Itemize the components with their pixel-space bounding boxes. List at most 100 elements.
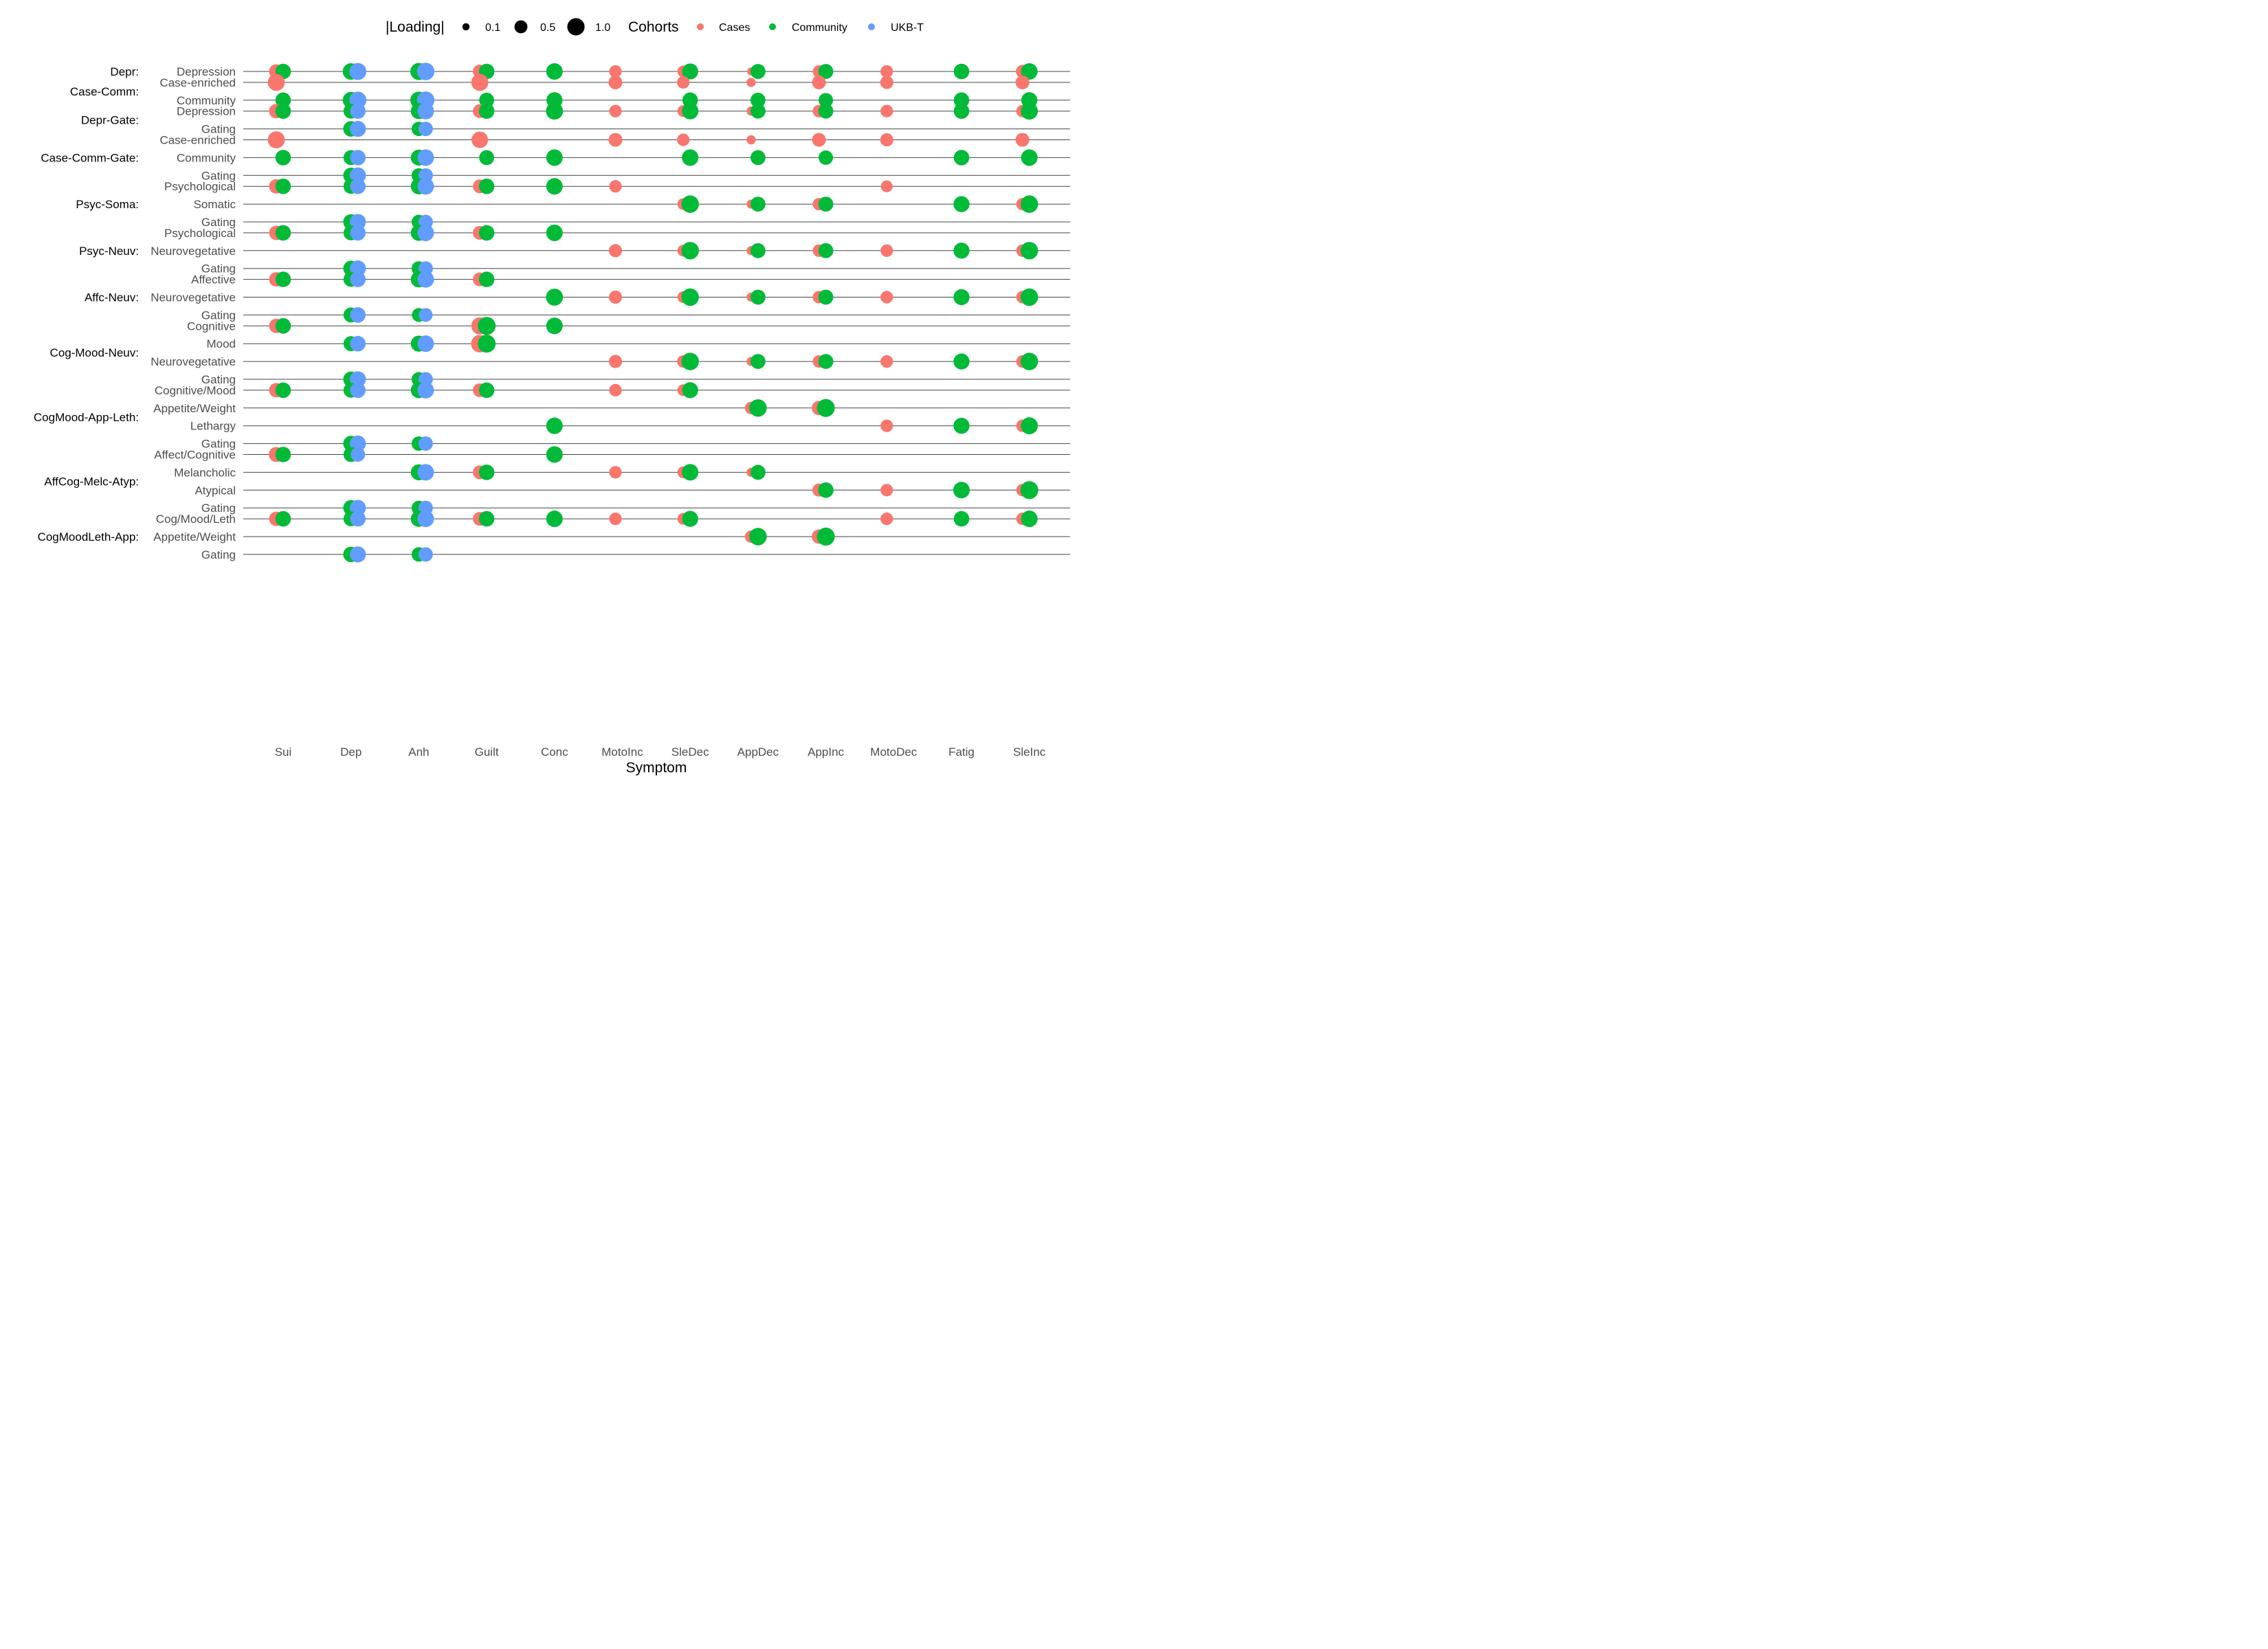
loading-dot [478,225,495,241]
legend-cohort-label: Community [792,22,847,34]
loading-dot [751,150,766,166]
loading-dot [682,382,698,399]
loading-dot [751,197,766,212]
loading-dot [478,178,495,194]
loading-dot [880,484,893,497]
loading-dot [953,150,970,166]
loading-dot [417,511,434,528]
factor-label: Affective [191,273,236,287]
factor-label: Community [177,151,236,164]
loading-dot [953,196,970,212]
factor-label: Cog/Mood/Leth [156,513,236,526]
loading-dot [546,417,563,434]
loading-dot [478,335,496,353]
loading-dot [746,135,756,145]
x-axis-title: Symptom [626,760,687,776]
legend-cohort-label: Cases [719,22,750,34]
model-label: Case-Comm-Gate: [41,151,139,164]
loading-dot [681,195,699,213]
loading-dot [751,64,766,79]
factor-label: Psychological [164,180,236,193]
loading-dot [608,133,623,147]
loading-dot [880,291,893,304]
loading-dot [546,63,563,80]
legend-cohort-dot [868,23,875,30]
loading-dot [275,382,291,399]
loading-dot [677,76,690,89]
legend-size-dot [567,18,585,36]
factor-label: Somatic [194,198,236,211]
loading-dot [350,546,366,563]
loading-dot [1020,288,1038,306]
factor-label: Gating [201,262,236,276]
loading-dot [751,289,766,305]
loading-dot [681,288,699,306]
x-tick-label: AppInc [808,745,844,759]
loading-dot [275,103,291,119]
loading-dot [609,104,622,117]
loading-dot [546,102,564,120]
loading-dot [417,149,434,166]
loading-dot [880,104,893,117]
loading-dot [608,244,623,258]
factor-label: Atypical [194,484,236,497]
loading-dot [350,271,366,287]
loading-dot [953,482,970,499]
loading-dot [350,335,366,352]
loading-dot [1021,102,1038,120]
loading-dot [479,150,494,166]
loading-dot [751,354,766,369]
loading-dot [275,178,291,194]
factor-label: Neurovegetative [151,291,236,304]
legend-size-dot [462,23,470,31]
loading-dot [953,289,970,306]
loading-dot [1020,195,1038,213]
factor-label: Case-enriched [159,76,236,89]
loading-dot [880,65,893,78]
loading-dot [418,436,433,451]
loading-dot [816,527,835,546]
loading-dot [953,418,970,434]
factor-label: Gating [201,216,236,229]
loading-dot [350,382,366,399]
x-tick-label: Fatig [948,745,975,759]
model-label: CogMoodLeth-App: [38,530,139,543]
factor-label: Melancholic [174,466,236,479]
legend-size-label: 0.5 [540,22,555,34]
loading-dot [608,75,623,89]
loading-dot [681,352,699,370]
x-tick-label: Guilt [475,745,499,759]
loading-dot [880,133,893,147]
model-label: Case-Comm: [70,85,139,98]
loading-dot [746,78,756,87]
loading-dot [1015,75,1030,89]
loading-dot [953,243,970,259]
loading-dot [880,419,893,432]
factor-label: Cognitive/Mood [155,384,236,397]
factor-label: Appetite/Weight [153,530,236,543]
x-tick-label: AppDec [737,745,779,759]
loading-dot [478,103,495,119]
loading-dot [546,511,563,528]
loading-dot [609,466,622,479]
loading-dot [350,120,366,137]
factor-label: Psychological [164,227,236,240]
factor-label: Gating [201,309,236,322]
loading-dot [417,178,434,195]
factor-label: Community [177,94,236,107]
loading-dot [749,528,767,546]
loading-dot [682,149,699,166]
loading-dot [880,355,893,368]
loading-dot [818,289,834,305]
loading-dot [953,63,970,80]
loading-dot [608,355,623,368]
loading-dot [546,317,563,335]
loading-dot [417,464,434,481]
loading-dot [1021,511,1038,528]
x-tick-label: Dep [340,745,362,759]
loading-dot [609,65,622,78]
loading-dot [546,149,563,166]
factor-label: Depression [177,65,236,78]
factor-label: Depression [177,105,236,118]
factor-label: Gating [201,438,236,451]
